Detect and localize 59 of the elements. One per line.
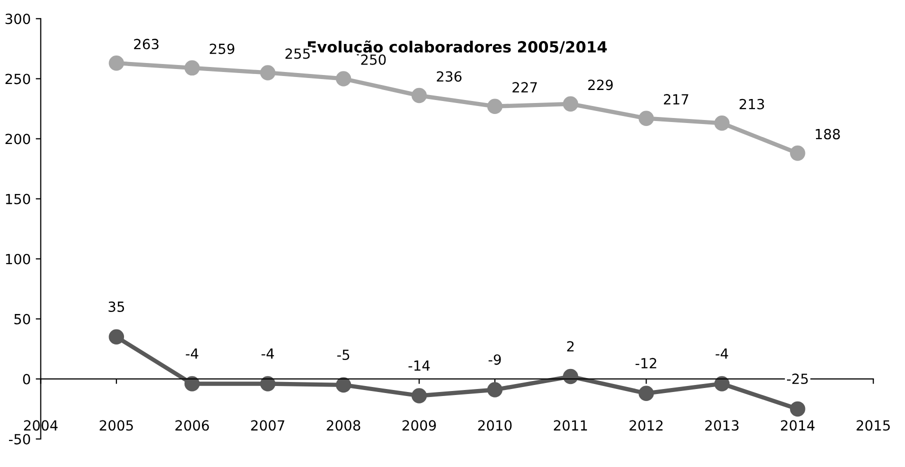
point xyxy=(487,382,503,398)
point xyxy=(336,377,352,393)
point xyxy=(184,376,200,392)
x-tick-label: 2013 xyxy=(705,420,739,431)
data-label: -4 xyxy=(262,348,274,359)
point xyxy=(790,146,806,161)
y-tick-label: 50 xyxy=(14,314,30,324)
y-tick-label: -50 xyxy=(9,434,30,444)
data-label: 229 xyxy=(588,80,613,90)
point xyxy=(487,98,503,114)
point xyxy=(638,386,654,401)
point xyxy=(638,110,654,126)
y-tick-label: 100 xyxy=(6,254,30,264)
data-label: -5 xyxy=(337,350,350,360)
point xyxy=(336,71,352,86)
x-tick-label: 2008 xyxy=(326,420,360,431)
data-label: -4 xyxy=(186,348,198,359)
data-label: -14 xyxy=(408,360,430,371)
point xyxy=(412,388,427,404)
data-label: 188 xyxy=(816,128,840,140)
x-tick-label: 2011 xyxy=(554,420,587,431)
data-label: 2 xyxy=(567,341,574,352)
point xyxy=(108,55,124,71)
y-tick-label: 150 xyxy=(6,194,30,204)
point xyxy=(108,329,124,345)
data-label: -12 xyxy=(636,358,656,368)
data-label: -25 xyxy=(786,374,808,384)
data-label: 227 xyxy=(512,82,537,92)
data-label: 250 xyxy=(361,54,386,65)
y-tick-label: 200 xyxy=(6,134,30,144)
x-tick-label: 2015 xyxy=(856,420,890,431)
point xyxy=(790,401,806,417)
data-label: -9 xyxy=(488,354,501,365)
y-tick-label: 300 xyxy=(6,14,30,24)
x-tick-label: 2009 xyxy=(402,420,436,431)
point xyxy=(562,368,578,384)
point xyxy=(184,60,200,76)
x-tick-label: 2012 xyxy=(630,420,663,431)
data-label: 217 xyxy=(664,94,688,104)
point xyxy=(562,96,578,112)
data-label: 213 xyxy=(740,98,764,110)
point xyxy=(260,376,276,392)
data-label: 263 xyxy=(134,38,158,50)
data-label: 236 xyxy=(436,71,462,82)
y-tick-label: 0 xyxy=(23,374,30,384)
data-label: -4 xyxy=(716,348,728,359)
data-label: 255 xyxy=(285,48,310,59)
y-tick-label: 250 xyxy=(6,74,30,84)
point xyxy=(714,116,730,131)
x-tick-label: 2007 xyxy=(251,420,284,431)
point xyxy=(260,65,276,80)
point xyxy=(714,376,730,392)
point xyxy=(412,88,427,104)
x-tick-label: 2014 xyxy=(780,420,815,431)
x-tick-label: 2006 xyxy=(175,420,209,431)
data-label: 259 xyxy=(210,44,234,54)
x-tick-label: 2005 xyxy=(100,420,133,431)
x-tick-label: 2010 xyxy=(478,420,512,431)
data-label: 35 xyxy=(108,301,124,312)
